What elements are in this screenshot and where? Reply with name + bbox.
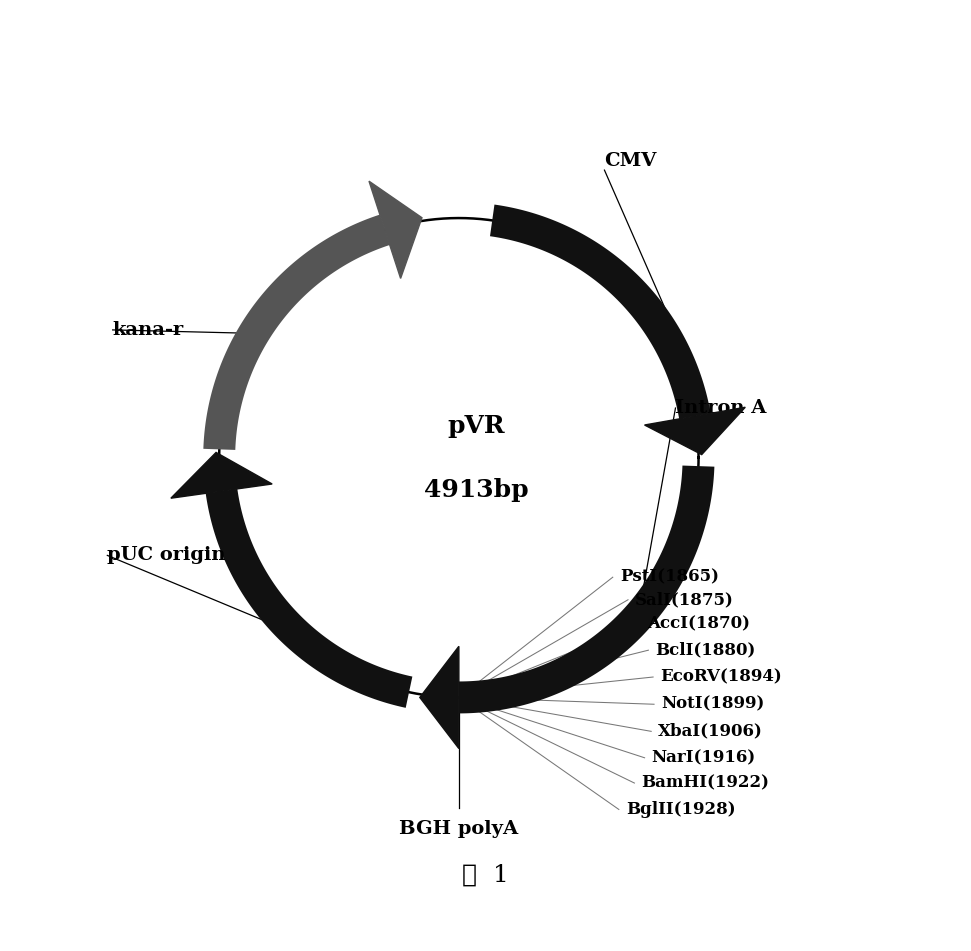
Text: pUC origin: pUC origin: [108, 547, 226, 564]
Polygon shape: [203, 215, 389, 450]
Text: PstI(1865): PstI(1865): [619, 569, 719, 586]
Polygon shape: [206, 489, 413, 708]
Text: BclI(1880): BclI(1880): [655, 642, 755, 659]
Text: CMV: CMV: [605, 152, 656, 170]
Polygon shape: [369, 181, 422, 279]
Polygon shape: [419, 647, 459, 748]
Text: pVR: pVR: [448, 414, 506, 437]
Text: AccI(1870): AccI(1870): [647, 616, 750, 632]
Text: EcoRV(1894): EcoRV(1894): [660, 669, 782, 686]
Polygon shape: [171, 453, 272, 498]
Polygon shape: [490, 204, 711, 418]
Text: XbaI(1906): XbaI(1906): [658, 723, 763, 740]
Text: BamHI(1922): BamHI(1922): [642, 774, 769, 791]
Text: 图  1: 图 1: [462, 864, 509, 886]
Polygon shape: [645, 407, 746, 455]
Text: NotI(1899): NotI(1899): [661, 696, 764, 712]
Text: BglII(1928): BglII(1928): [626, 801, 736, 818]
Text: BGH polyA: BGH polyA: [399, 820, 519, 838]
Text: SalI(1875): SalI(1875): [635, 592, 734, 609]
Text: NarI(1916): NarI(1916): [652, 749, 756, 767]
Text: Intron A: Intron A: [676, 399, 767, 417]
Text: 4913bp: 4913bp: [424, 477, 529, 502]
Text: kana-r: kana-r: [113, 320, 184, 339]
Polygon shape: [459, 466, 715, 713]
